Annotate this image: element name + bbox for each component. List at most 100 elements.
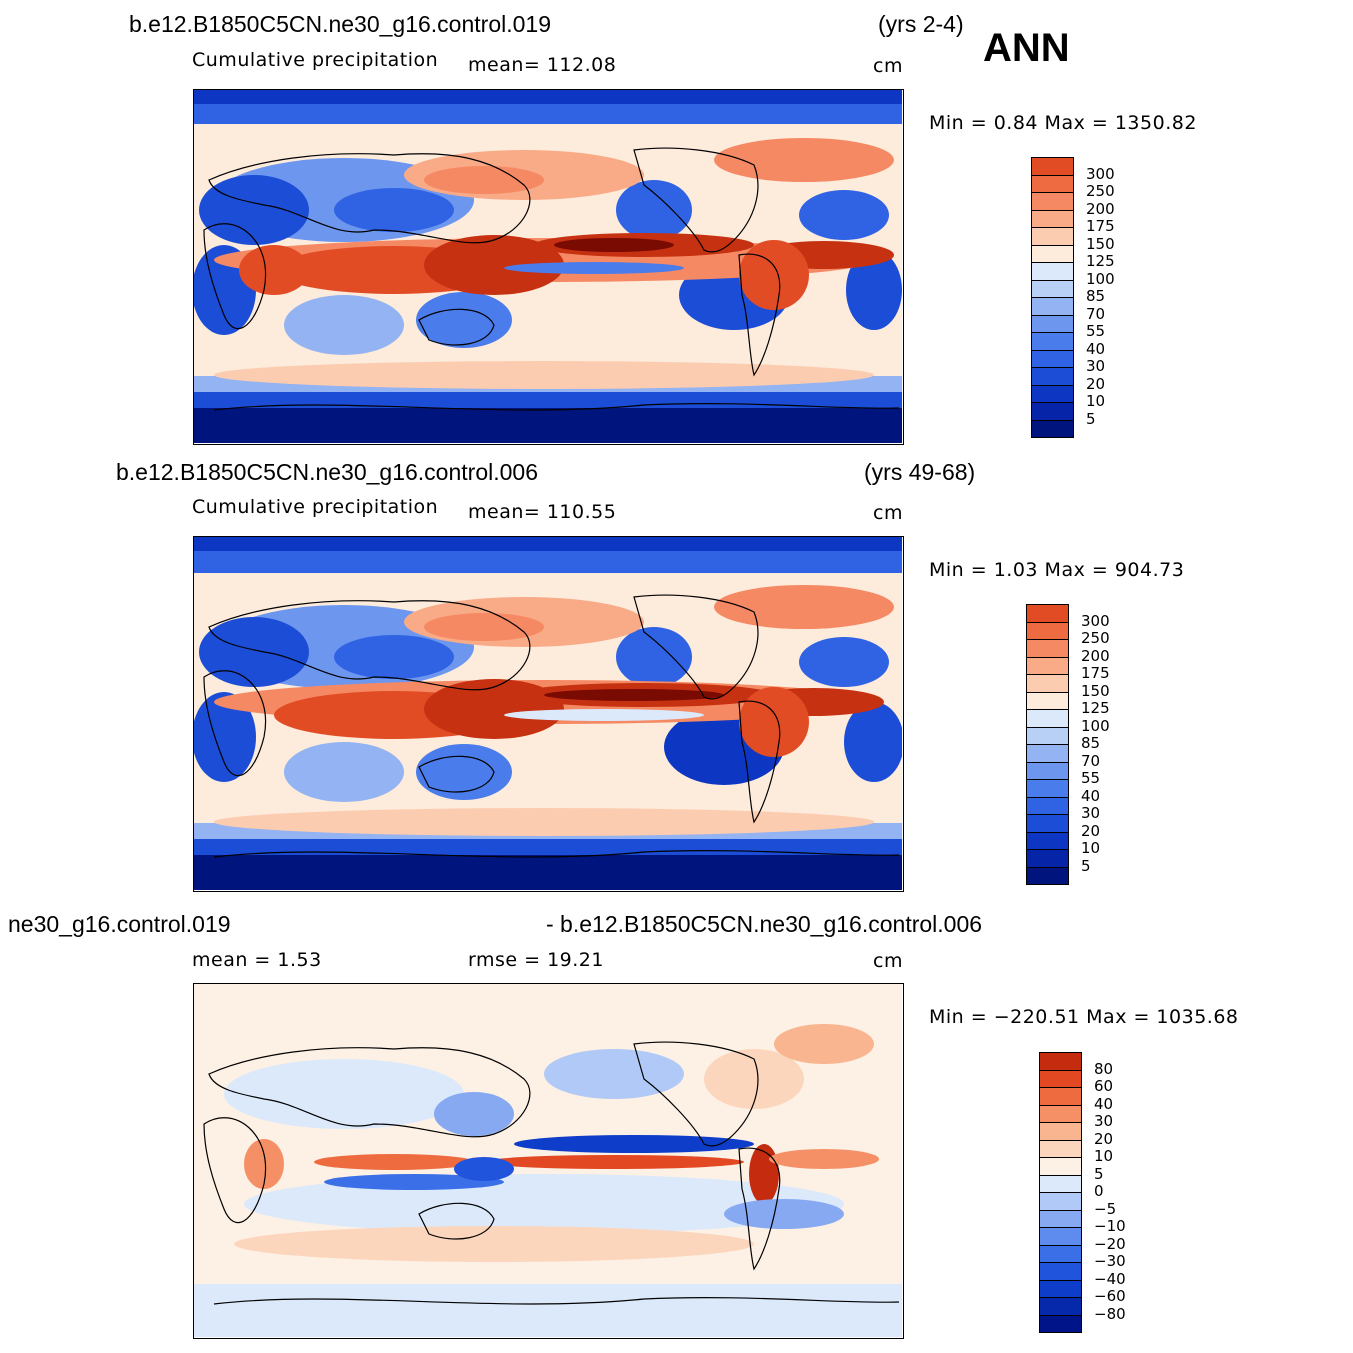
diff-colorbar-level-label: 0 xyxy=(1094,1182,1104,1200)
panel1-colorbar-level-label: 100 xyxy=(1086,269,1115,288)
panel1-colorbar-swatch xyxy=(1031,349,1074,368)
panel1-colorbar-swatch xyxy=(1031,279,1074,298)
panel2-minmax: Min = 1.03 Max = 904.73 xyxy=(929,559,1185,581)
panel1-colorbar-swatch xyxy=(1031,227,1074,246)
panel2-colorbar-level-label: 175 xyxy=(1081,664,1110,682)
diff-colorbar-swatch xyxy=(1039,1069,1082,1088)
diff-units: cm xyxy=(873,950,903,972)
panel2-colorbar-level-label: 20 xyxy=(1081,821,1101,840)
diff-colorbar-swatch xyxy=(1039,1157,1082,1176)
panel1-colorbar-swatch xyxy=(1031,297,1074,316)
panel1-colorbar-swatch xyxy=(1031,192,1074,211)
panel1-map-field xyxy=(194,90,902,443)
panel2-colorbar-level-label: 10 xyxy=(1081,839,1101,857)
panel2-colorbar-swatch xyxy=(1026,814,1069,833)
panel2-colorbar-level-label: 85 xyxy=(1081,734,1101,752)
panel2-colorbar-level-label: 40 xyxy=(1081,786,1101,805)
panel1-colorbar-level-label: 125 xyxy=(1086,252,1115,270)
panel1-colorbar-level-label: 5 xyxy=(1086,409,1096,428)
panel2-colorbar-swatch xyxy=(1026,779,1069,798)
panel2-colorbar-swatch xyxy=(1026,639,1069,658)
diff-colorbar-level-label: 5 xyxy=(1094,1164,1104,1183)
diff-colorbar-swatch xyxy=(1039,1104,1082,1123)
diff-colorbar-level-label: 60 xyxy=(1094,1077,1114,1095)
diff-colorbar-level-label: 40 xyxy=(1094,1094,1114,1113)
diff-colorbar-level-label: 30 xyxy=(1094,1112,1114,1130)
panel1-colorbar-swatch xyxy=(1031,209,1074,228)
panel2-colorbar-swatch xyxy=(1026,604,1069,623)
diff-case-right: - b.e12.B1850C5CN.ne30_g16.control.006 xyxy=(546,911,983,937)
panel2-colorbar-swatch xyxy=(1026,674,1069,693)
panel1-colorbar-swatch xyxy=(1031,262,1074,281)
panel2-map-field xyxy=(194,537,902,890)
panel1-colorbar-level-label: 30 xyxy=(1086,357,1106,375)
panel2-colorbar-swatch xyxy=(1026,866,1069,885)
diff-colorbar-level-label: −80 xyxy=(1094,1304,1126,1323)
panel1-colorbar-level-label: 85 xyxy=(1086,287,1106,305)
panel2-colorbar-level-label: 150 xyxy=(1081,681,1110,700)
diff-colorbar-swatch xyxy=(1039,1174,1082,1193)
panel1-colorbar-level-label: 150 xyxy=(1086,234,1115,253)
panel1-mean: mean= 112.08 xyxy=(468,54,617,76)
panel2-colorbar-level-label: 70 xyxy=(1081,751,1101,770)
panel2-colorbar-swatch xyxy=(1026,621,1069,640)
panel2-colorbar-level-label: 30 xyxy=(1081,804,1101,822)
panel2-case-title: b.e12.B1850C5CN.ne30_g16.control.006 xyxy=(116,459,538,485)
diff-colorbar-swatch xyxy=(1039,1052,1082,1071)
panel1-colorbar-level-label: 10 xyxy=(1086,392,1106,410)
diff-colorbar-swatch xyxy=(1039,1262,1082,1281)
panel1-colorbar-swatch xyxy=(1031,157,1074,176)
panel1-minmax: Min = 0.84 Max = 1350.82 xyxy=(929,112,1197,134)
panel1-colorbar-swatch xyxy=(1031,419,1074,438)
panel1-map xyxy=(193,89,904,445)
panel1-years: (yrs 2-4) xyxy=(878,11,964,37)
panel1-units: cm xyxy=(873,55,903,77)
panel1-variable: Cumulative precipitation xyxy=(192,49,439,71)
panel2-colorbar-swatch xyxy=(1026,709,1069,728)
panel2-colorbar-level-label: 55 xyxy=(1081,769,1101,787)
panel1-colorbar-swatch xyxy=(1031,384,1074,403)
panel1-colorbar-swatch xyxy=(1031,244,1074,263)
diff-case-left: ne30_g16.control.019 xyxy=(8,911,231,937)
diff-colorbar-level-label: −30 xyxy=(1094,1252,1126,1270)
panel1-colorbar-level-label: 200 xyxy=(1086,199,1115,218)
panel2-colorbar-swatch xyxy=(1026,656,1069,675)
diff-map-field xyxy=(194,984,902,1337)
panel2-colorbar-swatch xyxy=(1026,726,1069,745)
panel1-colorbar-swatch xyxy=(1031,402,1074,421)
diff-rmse: rmse = 19.21 xyxy=(468,949,604,971)
panel2-map xyxy=(193,536,904,892)
diff-colorbar-level-label: −60 xyxy=(1094,1287,1126,1305)
panel1-colorbar-level-label: 70 xyxy=(1086,304,1106,323)
diff-mean: mean = 1.53 xyxy=(192,949,322,971)
panel1-colorbar-level-label: 300 xyxy=(1086,164,1115,183)
panel1-colorbar-swatch xyxy=(1031,314,1074,333)
diff-colorbar-level-label: −40 xyxy=(1094,1269,1126,1288)
diff-colorbar-level-label: 10 xyxy=(1094,1147,1114,1165)
diff-colorbar-level-label: −20 xyxy=(1094,1234,1126,1253)
panel2-colorbar-level-label: 200 xyxy=(1081,646,1110,665)
panel2-years: (yrs 49-68) xyxy=(864,459,976,485)
panel2-units: cm xyxy=(873,502,903,524)
panel2-colorbar-level-label: 300 xyxy=(1081,611,1110,630)
panel1-colorbar-level-label: 40 xyxy=(1086,339,1106,358)
diff-colorbar-swatch xyxy=(1039,1244,1082,1263)
diff-colorbar-swatch xyxy=(1039,1087,1082,1106)
panel1-colorbar-level-label: 250 xyxy=(1086,182,1115,200)
panel2-colorbar-level-label: 125 xyxy=(1081,699,1110,717)
panel2-colorbar-swatch xyxy=(1026,691,1069,710)
panel1-colorbar-level-label: 20 xyxy=(1086,374,1106,393)
diff-colorbar-swatch xyxy=(1039,1297,1082,1316)
panel1-case-title: b.e12.B1850C5CN.ne30_g16.control.019 xyxy=(129,11,551,37)
season-label: ANN xyxy=(983,26,1070,70)
panel2-colorbar-swatch xyxy=(1026,761,1069,780)
diff-map xyxy=(193,983,904,1339)
panel2-mean: mean= 110.55 xyxy=(468,501,617,523)
diff-colorbar-level-label: −10 xyxy=(1094,1217,1126,1235)
diff-colorbar-swatch xyxy=(1039,1139,1082,1158)
diff-colorbar-swatch xyxy=(1039,1279,1082,1298)
panel2-colorbar-swatch xyxy=(1026,831,1069,850)
panel2-variable: Cumulative precipitation xyxy=(192,496,439,518)
diff-colorbar-swatch xyxy=(1039,1122,1082,1141)
panel2-colorbar-swatch xyxy=(1026,849,1069,868)
